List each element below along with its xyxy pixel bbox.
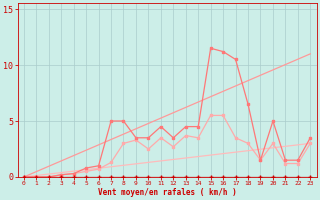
X-axis label: Vent moyen/en rafales ( km/h ): Vent moyen/en rafales ( km/h ) xyxy=(98,188,236,197)
